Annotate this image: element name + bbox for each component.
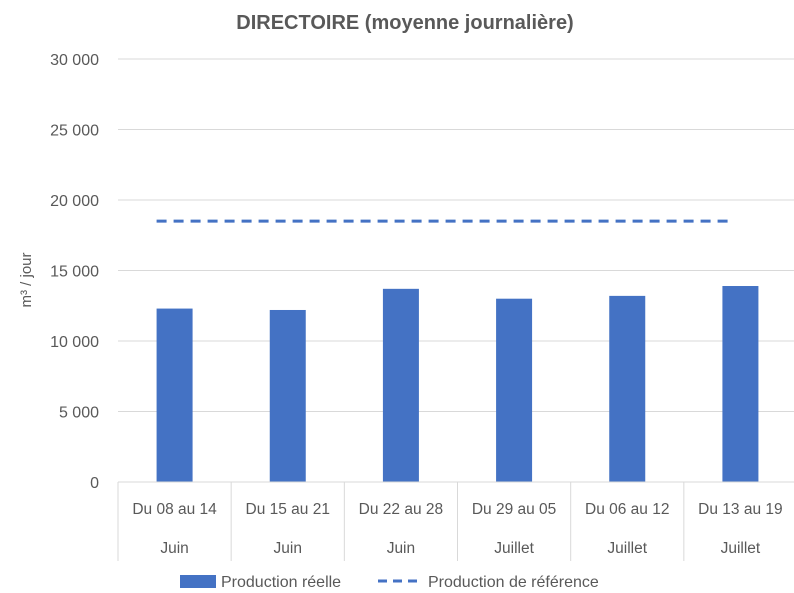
bars: [156, 286, 759, 482]
gridlines: [118, 58, 794, 483]
y-axis-label: m³ / jour: [18, 252, 35, 307]
legend-label-production-reelle: Production réelle: [221, 574, 341, 591]
x-group-label: Juillet: [607, 540, 647, 557]
x-axis: Du 08 au 14 Juin Du 15 au 21 Juin Du 22 au 2…: [117, 481, 794, 561]
x-tick-label: Du 15 au 21: [246, 501, 330, 518]
y-tick-label: 20 000: [50, 193, 99, 210]
x-tick-label: Du 22 au 28: [359, 501, 443, 518]
x-group-label: Juillet: [494, 540, 534, 557]
bar: [382, 288, 419, 482]
x-group-label: Juin: [160, 540, 188, 557]
bar: [609, 295, 646, 482]
chart-title: DIRECTOIRE (moyenne journalière): [236, 12, 573, 34]
x-tick-label: Du 06 au 12: [585, 501, 669, 518]
legend-swatch-production-reelle: [180, 575, 216, 588]
x-tick-label: Du 29 au 05: [472, 501, 556, 518]
y-tick-label: 15 000: [50, 264, 99, 281]
x-group-label: Juin: [274, 540, 302, 557]
bar: [156, 308, 193, 482]
y-tick-label: 30 000: [50, 52, 99, 69]
y-tick-label: 5 000: [59, 405, 99, 422]
legend: Production réelle Production de référenc…: [180, 574, 599, 591]
bar: [496, 298, 533, 482]
bar: [722, 286, 759, 482]
x-group-label: Juillet: [721, 540, 761, 557]
y-axis-ticks: 0 5 000 10 000 15 000 20 000 25 000 30 000: [50, 52, 99, 492]
legend-label-production-reference: Production de référence: [428, 574, 599, 591]
x-tick-label: Du 13 au 19: [698, 501, 782, 518]
y-tick-label: 25 000: [50, 123, 99, 140]
x-group-label: Juin: [387, 540, 415, 557]
x-tick-label: Du 08 au 14: [132, 501, 217, 518]
y-tick-label: 10 000: [50, 334, 99, 351]
y-tick-label: 0: [90, 475, 99, 492]
bar: [269, 309, 306, 482]
